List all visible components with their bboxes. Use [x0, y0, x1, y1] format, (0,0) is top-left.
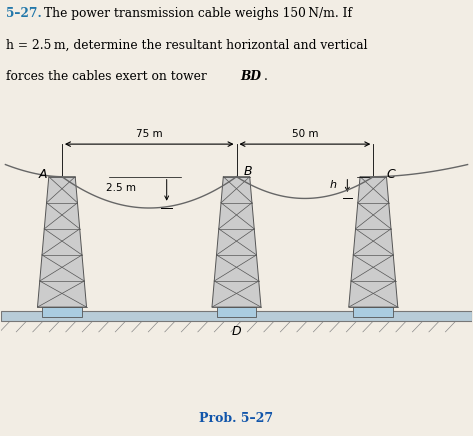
Text: BD: BD: [240, 70, 261, 83]
Text: 75 m: 75 m: [136, 129, 163, 139]
Polygon shape: [37, 177, 87, 307]
Text: D: D: [232, 325, 241, 338]
Text: .: .: [264, 70, 268, 83]
Text: C: C: [387, 168, 395, 181]
Text: forces the cables exert on tower: forces the cables exert on tower: [6, 70, 211, 83]
Text: 2.5 m: 2.5 m: [106, 183, 136, 193]
Text: Prob. 5–27: Prob. 5–27: [200, 412, 273, 425]
Text: The power transmission cable weighs 150 N/m. If: The power transmission cable weighs 150 …: [44, 7, 352, 20]
Text: 50 m: 50 m: [292, 129, 318, 139]
Polygon shape: [212, 177, 261, 307]
Polygon shape: [353, 307, 393, 317]
Text: h = 2.5 m, determine the resultant horizontal and vertical: h = 2.5 m, determine the resultant horiz…: [6, 38, 368, 51]
Text: h: h: [330, 181, 337, 191]
Text: B: B: [244, 165, 253, 178]
Text: A: A: [39, 168, 47, 181]
Polygon shape: [349, 177, 398, 307]
Text: 5–27.: 5–27.: [6, 7, 42, 20]
Polygon shape: [0, 311, 473, 321]
Polygon shape: [217, 307, 256, 317]
Polygon shape: [42, 307, 82, 317]
